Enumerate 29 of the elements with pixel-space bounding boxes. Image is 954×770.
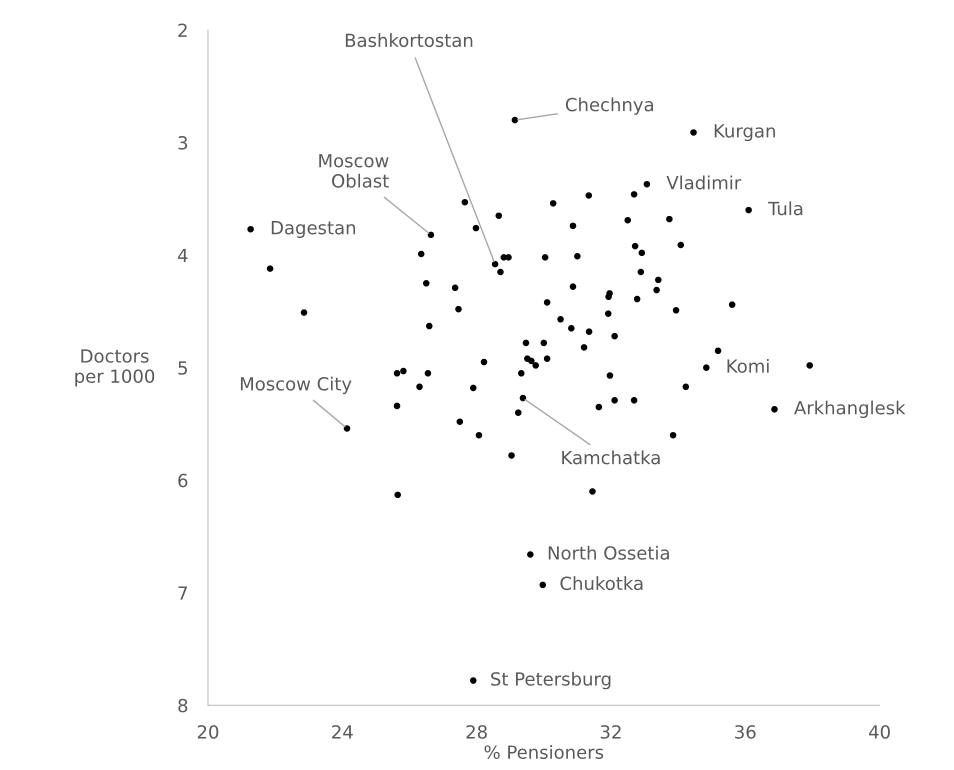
annotation: Chechnya [566, 97, 653, 115]
y-tick-label: 5 [178, 361, 187, 375]
x-axis-title: % Pensioners [484, 745, 604, 759]
annotation: Vladimir [666, 175, 742, 190]
x-tick-label: 36 [735, 725, 756, 739]
x-tick-label: 40 [868, 725, 890, 739]
annotation: Tula [768, 201, 802, 216]
y-tick-label: 6 [178, 474, 188, 488]
x-tick-label: 20 [198, 725, 218, 739]
annotation: St Petersburg [491, 672, 610, 690]
annotation: Kurgan [714, 124, 775, 142]
y-axis-title: Doctors per 1000 [75, 349, 154, 387]
annotation: Arkhanglesk [794, 400, 906, 418]
x-tick-label: 24 [332, 725, 353, 738]
x-tick-label: 28 [466, 725, 487, 739]
y-tick-label: 7 [178, 586, 187, 600]
annotation: Dagestan [272, 221, 356, 238]
annotation: Komi [728, 358, 769, 373]
annotation: Moscow Oblast [319, 154, 389, 188]
annotation: Bashkortostan [346, 33, 472, 48]
x-tick-label: 32 [600, 725, 621, 739]
annotation: North Ossetia [548, 546, 669, 560]
y-tick-label: 2 [178, 23, 187, 37]
y-tick-label: 8 [178, 698, 188, 712]
annotation: Kamchatka [562, 450, 660, 464]
y-tick-label: 4 [178, 248, 188, 262]
annotation: Moscow City [240, 376, 352, 394]
annotation: Chukotka [560, 576, 642, 590]
y-tick-label: 3 [178, 136, 188, 150]
